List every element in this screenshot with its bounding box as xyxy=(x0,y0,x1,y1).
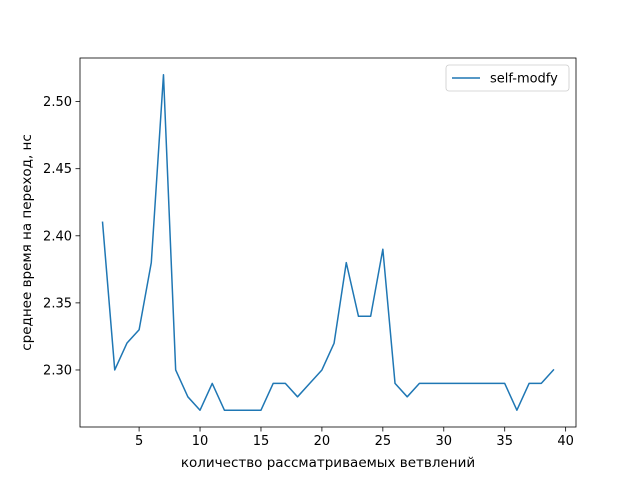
y-tick-label: 2.40 xyxy=(43,229,72,244)
x-tick-label: 25 xyxy=(375,434,392,449)
y-tick-label: 2.35 xyxy=(43,296,72,311)
x-tick-label: 40 xyxy=(557,434,574,449)
plot-area xyxy=(80,58,576,427)
plot-frame xyxy=(79,57,577,428)
x-tick-label: 15 xyxy=(253,434,270,449)
series-line-self-modfy xyxy=(101,74,555,411)
y-axis-ticks: 2.30 2.35 2.40 2.45 2.50 xyxy=(43,95,80,378)
x-tick-label: 35 xyxy=(496,434,513,449)
x-tick-label: 5 xyxy=(135,434,143,449)
y-tick-label: 2.50 xyxy=(43,95,72,110)
x-tick-label: 20 xyxy=(314,434,331,449)
y-tick-label: 2.45 xyxy=(43,162,72,177)
legend-entry-self-modfy: self-modfy xyxy=(490,72,558,87)
x-axis-ticks: 5 10 15 20 25 30 35 40 xyxy=(135,427,574,449)
legend-box xyxy=(445,64,570,92)
y-tick-label: 2.30 xyxy=(43,363,72,378)
x-axis-label: количество рассматриваемых ветвлений xyxy=(181,455,475,471)
x-tick-label: 30 xyxy=(436,434,453,449)
y-axis-label: среднее время на переход, нс xyxy=(19,134,35,351)
legend: self-modfy xyxy=(445,64,570,92)
x-tick-label: 10 xyxy=(192,434,209,449)
